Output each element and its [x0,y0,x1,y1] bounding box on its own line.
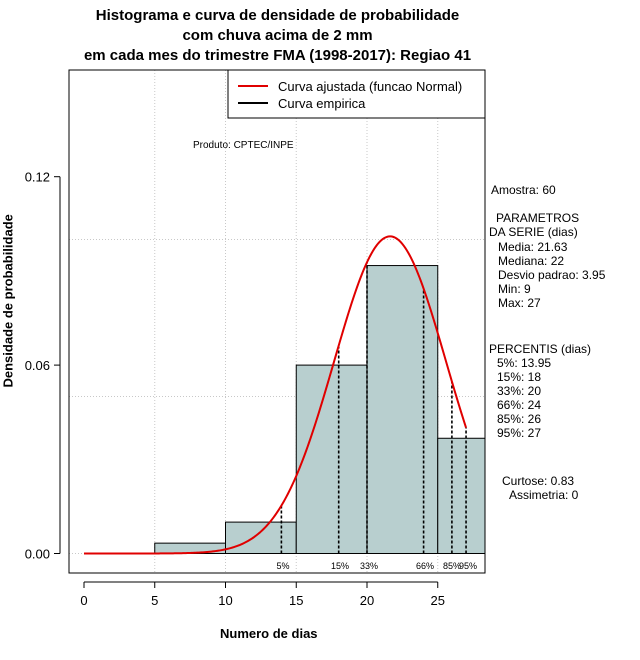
percentile-label: 85% [443,561,461,571]
percentile-label: 66% [416,561,434,571]
percentile-label: 95% [459,561,477,571]
stat-parametros-subtitle: DA SERIE (dias) [489,225,578,239]
y-tick-label: 0.00 [25,547,50,562]
x-tick-label: 5 [151,593,158,608]
stat-amostra: Amostra: 60 [491,183,556,197]
histogram-bar [295,364,368,554]
y-tick-label: 0.06 [25,358,50,373]
normal-fit-curve [84,235,468,555]
stat-p66: 66%: 24 [497,398,542,412]
produto-credit: Produto: CPTEC/INPE [193,140,294,151]
x-tick-label: 10 [218,593,232,608]
stat-curtose: Curtose: 0.83 [502,474,575,488]
stat-parametros-title: PARAMETROS [496,211,580,225]
histogram-bar [437,437,486,554]
x-tick-label: 25 [431,593,445,608]
stat-min: Min: 9 [498,282,531,296]
legend-label-empirical: Curva empirica [278,96,366,111]
stat-p5: 5%: 13.95 [497,356,552,370]
stat-mediana: Mediana: 22 [498,254,565,268]
x-axis-label: Numero de dias [220,626,318,641]
stat-max: Max: 27 [498,296,541,310]
stat-desvio: Desvio padrao: 3.95 [498,268,606,282]
y-tick-label: 0.12 [25,170,50,185]
x-tick-label: 15 [289,593,303,608]
percentile-label: 15% [331,561,349,571]
chart-title-line-3: em cada mes do trimestre FMA (1998-2017)… [83,47,472,64]
stat-p85: 85%: 26 [497,412,542,426]
stat-media: Media: 21.63 [498,240,568,254]
chart-title-line-2: com chuva acima de 2 mm [182,27,373,44]
x-tick-label: 0 [80,593,87,608]
stat-p33: 33%: 20 [497,384,542,398]
legend-box [227,69,486,119]
x-tick-label: 20 [360,593,374,608]
stat-p15: 15%: 18 [497,370,542,384]
histogram-bar [225,521,297,554]
legend-label-normal: Curva ajustada (funcao Normal) [278,79,462,94]
stat-assimetria: Assimetria: 0 [509,488,579,502]
histogram-bar [366,265,439,554]
percentile-label: 33% [360,561,378,571]
y-axis-label: Densidade de probabilidade [0,214,16,388]
chart-title-line-1: Histograma e curva de densidade de proba… [95,7,460,24]
stat-percentis-title: PERCENTIS (dias) [489,342,592,356]
percentile-label: 5% [276,561,289,571]
stat-p95: 95%: 27 [497,426,542,440]
